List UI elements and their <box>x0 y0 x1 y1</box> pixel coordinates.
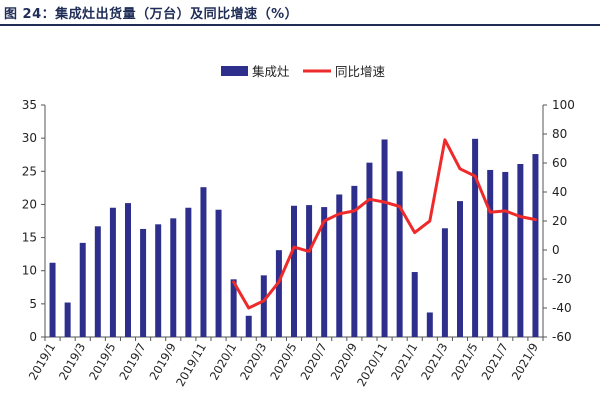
legend-bar-swatch <box>221 66 248 76</box>
bar <box>472 138 479 337</box>
bar <box>532 154 539 337</box>
bar <box>79 242 86 337</box>
left-y-tick-label: 15 <box>22 231 37 245</box>
bar <box>291 205 297 337</box>
left-y-tick-label: 20 <box>22 197 37 211</box>
legend: 集成灶 同比增速 <box>221 64 386 79</box>
x-tick-label: 2019/7 <box>116 341 148 383</box>
x-tick-label: 2020/1 <box>207 341 239 383</box>
bar <box>200 187 207 337</box>
bar <box>517 163 524 337</box>
left-y-tick-label: 25 <box>22 164 37 178</box>
bar <box>306 205 313 337</box>
bar <box>185 207 192 337</box>
legend-line-label: 同比增速 <box>335 64 386 79</box>
x-tick-label: 2019/9 <box>147 341 179 383</box>
x-tick-label: 2019/5 <box>86 341 118 383</box>
left-y-tick-label: 0 <box>29 330 37 344</box>
right-y-tick-label: -60 <box>552 330 572 344</box>
bar <box>351 185 358 337</box>
x-tick-label: 2020/7 <box>297 341 329 383</box>
bar <box>396 171 403 337</box>
chart-title: 图 24：集成灶出货量（万台）及同比增速（%） <box>4 7 299 22</box>
line-series <box>232 138 537 310</box>
title-divider <box>0 24 600 26</box>
bar <box>336 194 343 337</box>
left-y-tick-label: 5 <box>29 297 37 311</box>
x-tick-label: 2020/3 <box>237 341 269 383</box>
bar <box>411 272 418 337</box>
bar <box>64 302 71 337</box>
bar <box>140 228 147 337</box>
bar-series <box>49 138 539 337</box>
bar <box>125 203 131 337</box>
bar <box>321 207 328 337</box>
x-tick-label: 2021/1 <box>388 341 420 383</box>
bar <box>260 275 267 337</box>
bar <box>215 209 222 337</box>
right-y-tick-label: 20 <box>552 214 567 228</box>
bar <box>109 207 116 337</box>
x-tick-label: 2021/5 <box>448 341 480 383</box>
bar <box>230 279 237 337</box>
x-tick-label: 2019/3 <box>56 341 88 383</box>
right-y-tick-label: -40 <box>552 301 572 315</box>
right-y-tick-label: 100 <box>552 98 575 112</box>
growth-line <box>232 138 537 310</box>
bar <box>49 262 56 337</box>
x-tick-label: 2019/1 <box>26 341 58 383</box>
bar <box>426 312 433 337</box>
bar <box>170 218 177 337</box>
bar <box>381 139 388 337</box>
x-tick-label: 2021/9 <box>509 341 541 383</box>
left-y-tick-label: 30 <box>22 131 37 145</box>
bar <box>94 226 101 337</box>
left-y-tick-label: 10 <box>22 264 37 278</box>
left-y-tick-label: 35 <box>22 98 37 112</box>
right-y-tick-label: -20 <box>552 272 572 286</box>
bar <box>487 169 494 337</box>
bar <box>441 228 448 337</box>
right-y-tick-label: 0 <box>552 243 560 257</box>
x-tick-label: 2020/9 <box>328 341 360 383</box>
right-y-tick-label: 80 <box>552 127 567 141</box>
bar <box>275 250 282 337</box>
bar <box>155 224 162 337</box>
bar <box>502 171 509 337</box>
bar <box>457 201 463 337</box>
x-tick-label: 2020/5 <box>267 341 299 383</box>
bar <box>366 162 373 337</box>
bar <box>245 315 252 337</box>
legend-bar-label: 集成灶 <box>252 64 290 79</box>
x-tick-label: 2021/3 <box>418 341 450 383</box>
x-tick-label: 2021/7 <box>479 340 511 382</box>
right-y-tick-label: 40 <box>552 185 567 199</box>
right-y-tick-label: 60 <box>552 156 567 170</box>
